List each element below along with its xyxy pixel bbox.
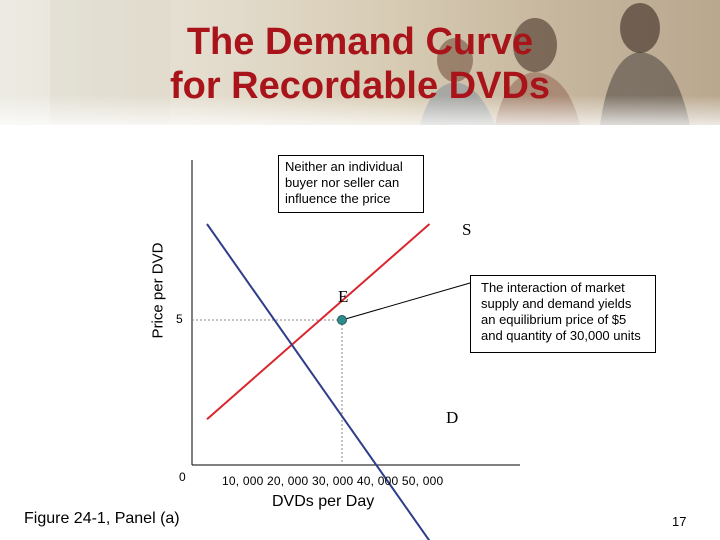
page-title-line-2: for Recordable DVDs (169, 65, 551, 107)
supply-series-label: S (462, 220, 472, 239)
callout-line: buyer nor seller can (285, 175, 400, 190)
equilibrium-pointer-line (341, 282, 471, 321)
demand-series-label: D (446, 408, 459, 427)
callout-equilibrium: The interaction of market supply and dem… (470, 275, 656, 353)
callout-line: Neither an individual (285, 159, 403, 174)
callout-line: an equilibrium price of $5 (481, 312, 627, 327)
supply-curve (206, 223, 431, 420)
page-number: 17 (672, 514, 687, 529)
callout-pointers (341, 282, 471, 321)
y-tick-label: 5 (176, 312, 183, 326)
x-tick-labels: 10, 000 20, 000 30, 000 40, 000 50, 000 (222, 474, 444, 488)
figure-label: Figure 24-1, Panel (a) (24, 510, 180, 527)
banner-fade (0, 95, 720, 125)
equilibrium-guides (192, 319, 343, 465)
callout-line: supply and demand yields (481, 296, 632, 311)
page-title-line-1: The Demand Curve (186, 21, 534, 63)
series-layer (206, 223, 431, 540)
header-banner: The Demand Curve for Recordable DVDs (0, 0, 720, 125)
callout-price-influence: Neither an individual buyer nor seller c… (278, 155, 424, 213)
marker-layer (337, 315, 347, 325)
callout-line: and quantity of 30,000 units (481, 328, 641, 343)
equilibrium-point (337, 315, 347, 325)
equilibrium-label: E (338, 287, 349, 306)
x-tick-label-origin: 0 (179, 470, 186, 484)
callout-line: The interaction of market (481, 280, 625, 295)
demand-curve (206, 223, 431, 540)
y-axis-label: Price per DVD (149, 242, 167, 339)
chart-axes (191, 160, 520, 466)
callout-line: influence the price (285, 191, 391, 206)
x-axis-label: DVDs per Day (272, 493, 375, 510)
